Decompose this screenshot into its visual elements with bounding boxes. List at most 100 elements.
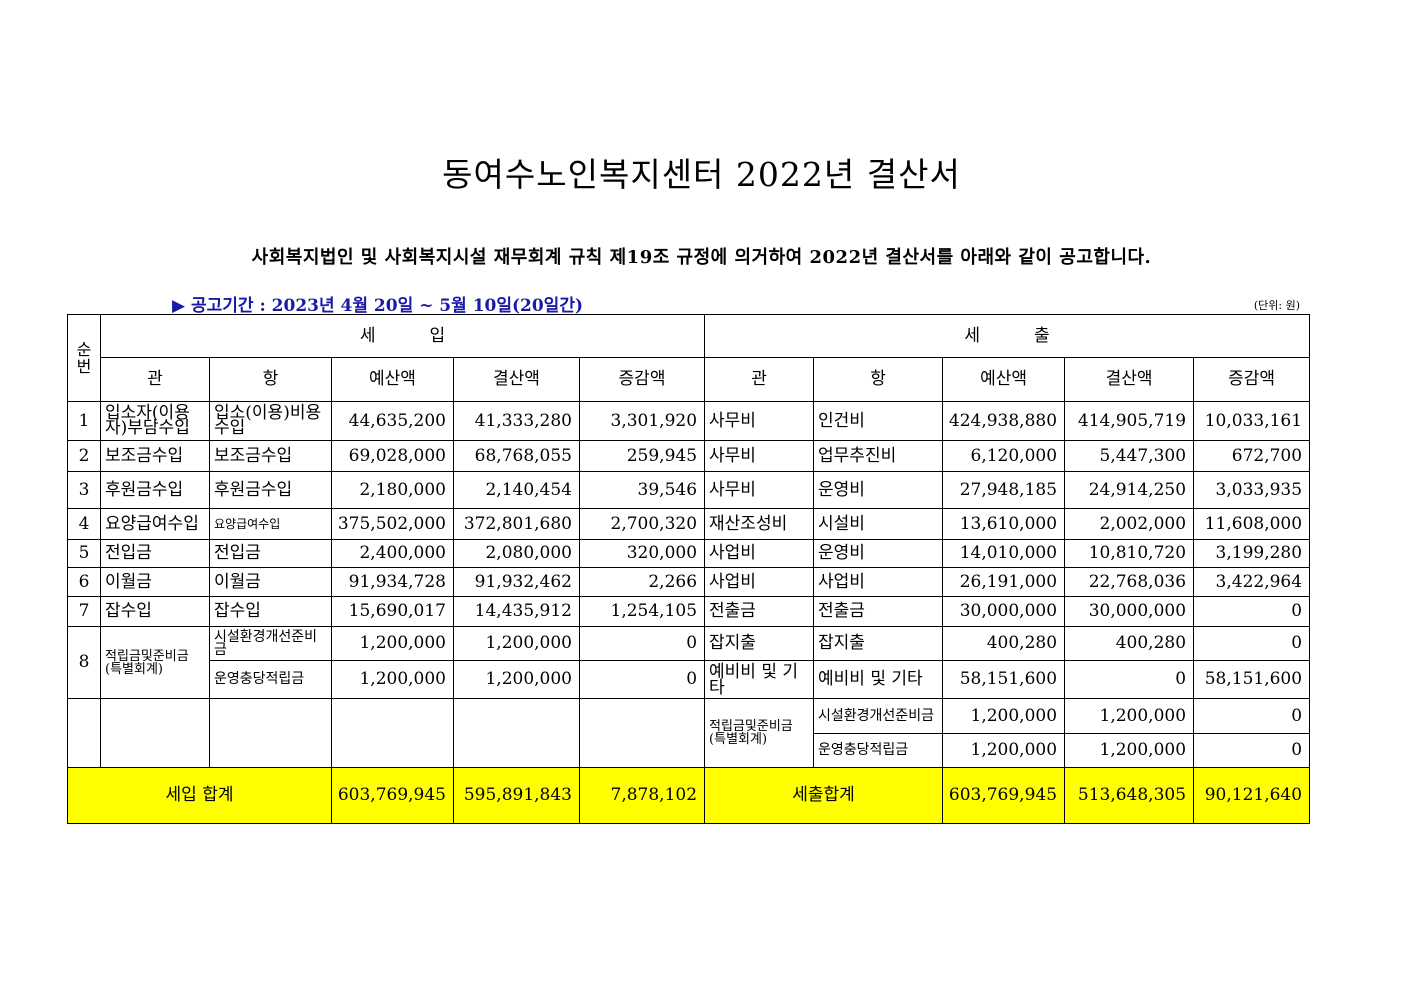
empty-cell [100, 698, 210, 768]
ex-settle-cell: 414,905,719 [1064, 401, 1195, 441]
ex-hang-cell: 업무추진비 [813, 440, 944, 472]
row-no: 8 [67, 626, 101, 699]
row-no: 6 [67, 567, 101, 597]
ex-hang-cell: 운영충당적립금 [813, 733, 944, 768]
ex-hang-cell: 운영비 [813, 539, 944, 568]
ex-gwan-cell: 사무비 [704, 440, 815, 472]
header-ex-diff: 증감액 [1193, 357, 1311, 402]
page-title: 동여수노인복지센터 2022년 결산서 [442, 155, 961, 194]
ex-budget-cell: 1,200,000 [942, 733, 1066, 768]
header-ex-gwan: 관 [704, 357, 815, 402]
in-gwan-cell: 입소자(이용자)부담수입 [100, 401, 210, 441]
in-hang-cell: 보조금수입 [209, 440, 332, 472]
ex-settle-cell: 0 [1064, 660, 1195, 699]
ex-diff-cell: 58,151,600 [1193, 660, 1311, 699]
income-total-diff: 7,878,102 [578, 767, 706, 824]
ex-budget-cell: 6,120,000 [942, 440, 1066, 472]
table-row: 7 잡수입 잡수입 15,690,017 14,435,912 1,254,10… [67, 596, 1311, 627]
in-budget-cell: 44,635,200 [331, 401, 454, 441]
in-hang-cell: 요양급여수입 [209, 508, 332, 540]
empty-cell [331, 698, 454, 768]
in-budget-cell: 375,502,000 [331, 508, 454, 540]
header-in-budget: 예산액 [331, 357, 454, 402]
in-gwan-cell: 잡수입 [100, 596, 210, 627]
ex-settle-cell: 30,000,000 [1064, 596, 1195, 627]
table-row: 운영충당적립금 1,200,000 1,200,000 0 [68, 733, 1311, 768]
ex-budget-cell: 14,010,000 [942, 539, 1066, 568]
ex-gwan-cell: 잡지출 [704, 626, 815, 661]
expense-total-label: 세출합계 [704, 767, 944, 824]
ex-budget-cell: 27,948,185 [942, 471, 1066, 509]
notice-text: 사회복지법인 및 사회복지시설 재무회계 규칙 제19조 규정에 의거하여 20… [251, 247, 1152, 268]
empty-cell [209, 698, 332, 768]
in-settle-cell: 91,932,462 [453, 567, 580, 597]
in-diff-cell: 0 [578, 626, 706, 661]
row-no: 4 [67, 508, 101, 540]
settlement-table: 순번 세 입 세 출 관 항 예산액 결산액 증감액 관 항 예산액 결산액 증… [67, 314, 1311, 824]
ex-hang-cell: 시설비 [813, 508, 944, 540]
empty-cell [67, 698, 101, 768]
in-gwan-cell: 이월금 [100, 567, 210, 597]
table-row: 운영충당적립금 1,200,000 1,200,000 0 예비비 및 기타 예… [68, 660, 1311, 699]
row-no: 2 [67, 440, 101, 472]
header-seq: 순번 [67, 314, 101, 402]
in-hang-cell: 이월금 [209, 567, 332, 597]
in-settle-cell: 14,435,912 [453, 596, 580, 627]
row-no: 1 [67, 401, 101, 441]
empty-cell [578, 698, 706, 768]
in-budget-cell: 1,200,000 [331, 660, 454, 699]
header-row-2: 관 항 예산액 결산액 증감액 관 항 예산액 결산액 증감액 [68, 357, 1311, 402]
ex-hang-cell: 인건비 [813, 401, 944, 441]
ex-budget-cell: 26,191,000 [942, 567, 1066, 597]
ex-budget-cell: 1,200,000 [942, 698, 1066, 734]
ex-hang-cell: 예비비 및 기타 [813, 660, 944, 699]
ex-diff-cell: 3,422,964 [1193, 567, 1311, 597]
table-row: 적립금및준비금(특별회계) 시설환경개선준비금 1,200,000 1,200,… [67, 698, 1311, 768]
table-row: 8 적립금및준비금(특별회계) 시설환경개선준비금 1,200,000 1,20… [67, 626, 1311, 699]
header-in-gwan: 관 [100, 357, 210, 402]
table-row: 5 전입금 전입금 2,400,000 2,080,000 320,000 사업… [67, 539, 1311, 568]
ex-diff-cell: 0 [1193, 626, 1311, 661]
ex-budget-cell: 424,938,880 [942, 401, 1066, 441]
in-settle-cell: 2,080,000 [453, 539, 580, 568]
ex-budget-cell: 13,610,000 [942, 508, 1066, 540]
header-ex-budget: 예산액 [942, 357, 1066, 402]
total-row: 세입 합계 603,769,945 595,891,843 7,878,102 … [67, 767, 1311, 824]
in-hang-cell: 전입금 [209, 539, 332, 568]
ex-diff-cell: 0 [1193, 698, 1311, 734]
ex-settle-cell: 22,768,036 [1064, 567, 1195, 597]
table-row: 4 요양급여수입 요양급여수입 375,502,000 372,801,680 … [67, 508, 1311, 540]
header-in-settle: 결산액 [453, 357, 580, 402]
in-settle-cell: 2,140,454 [453, 471, 580, 509]
in-diff-cell: 2,700,320 [578, 508, 706, 540]
header-in-hang: 항 [209, 357, 332, 402]
in-settle-cell: 41,333,280 [453, 401, 580, 441]
in-diff-cell: 0 [578, 660, 706, 699]
in-budget-cell: 69,028,000 [331, 440, 454, 472]
in-budget-cell: 1,200,000 [331, 626, 454, 661]
in-diff-cell: 259,945 [578, 440, 706, 472]
table-row: 2 보조금수입 보조금수입 69,028,000 68,768,055 259,… [67, 440, 1311, 472]
in-hang-cell: 잡수입 [209, 596, 332, 627]
ex-hang-cell: 전출금 [813, 596, 944, 627]
ex-settle-cell: 2,002,000 [1064, 508, 1195, 540]
ex-budget-cell: 58,151,600 [942, 660, 1066, 699]
header-ex-settle: 결산액 [1064, 357, 1195, 402]
ex-budget-cell: 30,000,000 [942, 596, 1066, 627]
empty-cell [453, 698, 580, 768]
in-settle-cell: 1,200,000 [453, 626, 580, 661]
ex-gwan-cell: 적립금및준비금(특별회계) [704, 698, 815, 768]
ex-budget-cell: 400,280 [942, 626, 1066, 661]
in-diff-cell: 320,000 [578, 539, 706, 568]
in-settle-cell: 372,801,680 [453, 508, 580, 540]
in-gwan-cell: 보조금수입 [100, 440, 210, 472]
header-expense: 세 출 [704, 314, 1311, 358]
in-diff-cell: 39,546 [578, 471, 706, 509]
in-settle-cell: 68,768,055 [453, 440, 580, 472]
ex-settle-cell: 400,280 [1064, 626, 1195, 661]
header-in-diff: 증감액 [578, 357, 706, 402]
in-hang-cell: 후원금수입 [209, 471, 332, 509]
income-total-budget: 603,769,945 [331, 767, 454, 824]
table-row: 1 입소자(이용자)부담수입 입소(이용)비용수입 44,635,200 41,… [67, 401, 1311, 441]
ex-gwan-cell: 예비비 및 기타 [704, 660, 815, 699]
